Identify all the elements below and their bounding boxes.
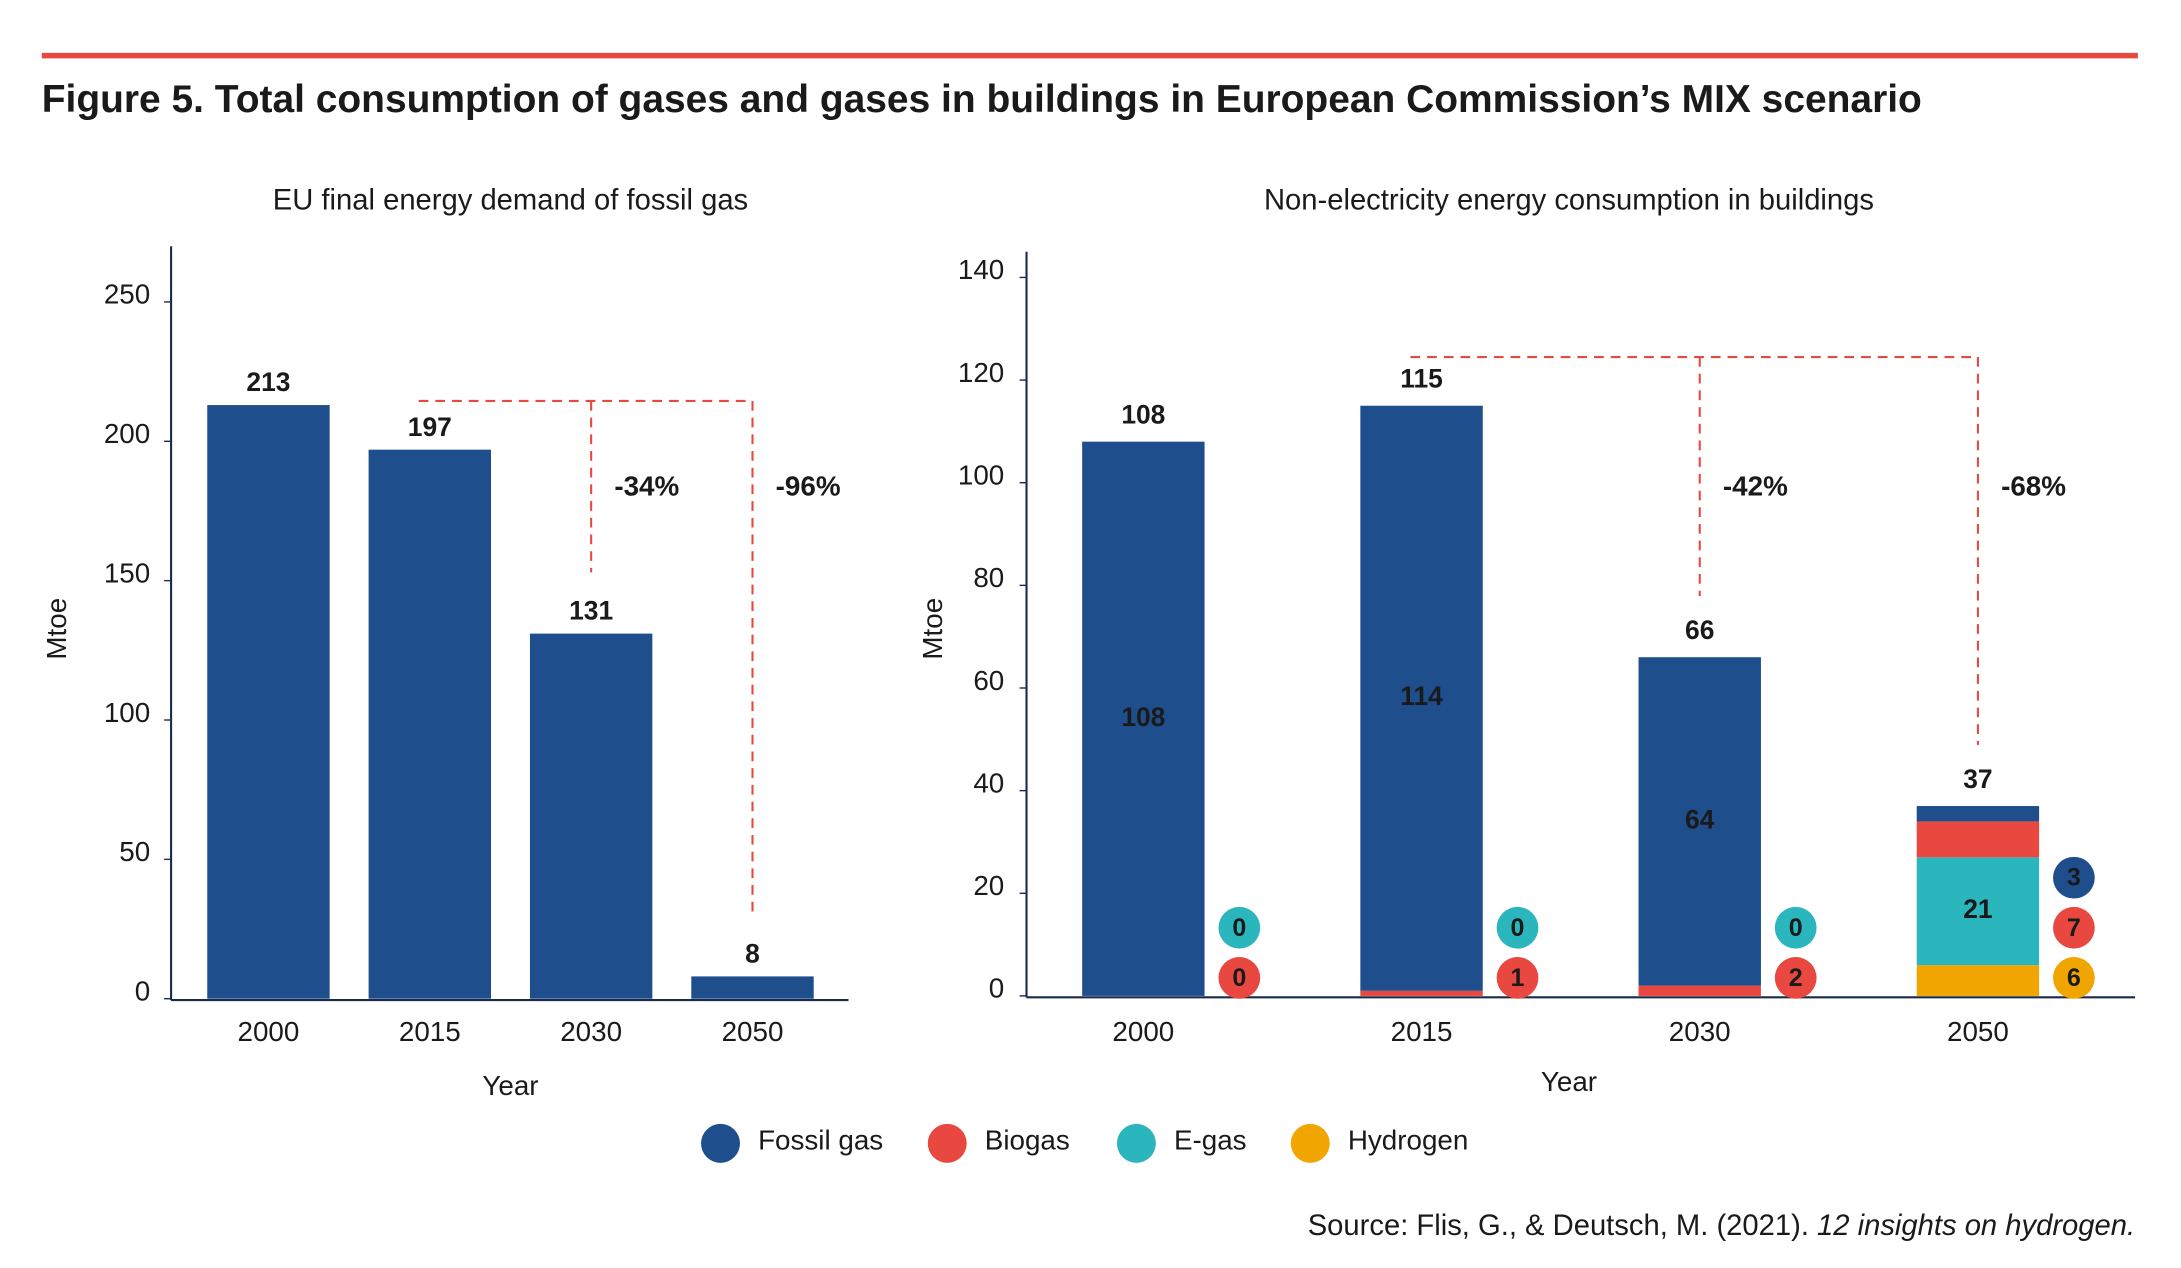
x-tick-label: 2050	[722, 1016, 784, 1047]
badge-label: 0	[1789, 914, 1803, 942]
y-tick-label: 250	[104, 279, 150, 310]
value-badge	[2053, 856, 2095, 899]
bar	[207, 405, 330, 999]
change-annotation: -68%	[2001, 471, 2066, 502]
segment-label: 108	[1121, 702, 1165, 732]
source: Source: Flis, G., & Deutsch, M. (2021). …	[1308, 1210, 2135, 1242]
value-label: 8	[745, 939, 760, 969]
x-axis-label: Year	[1541, 1066, 1597, 1097]
x-tick-label: 2015	[1391, 1016, 1453, 1047]
bar-segment	[1916, 857, 2040, 966]
segment-label: 114	[1400, 681, 1443, 711]
value-label: 197	[408, 412, 452, 442]
badge-label: 0	[1232, 914, 1246, 942]
value-badge	[1774, 956, 1817, 999]
total-label: 37	[1963, 764, 1992, 794]
y-tick-label: 120	[958, 357, 1004, 388]
legend-swatch	[701, 1123, 740, 1163]
chart-title: EU final energy demand of fossil gas	[273, 184, 748, 216]
total-label: 66	[1685, 615, 1714, 645]
badge-label: 1	[1511, 964, 1525, 992]
y-tick-label: 50	[119, 836, 150, 867]
x-tick-label: 2000	[1112, 1016, 1174, 1047]
y-tick-label: 100	[958, 459, 1004, 490]
y-tick-label: 140	[958, 254, 1004, 285]
badge-label: 3	[2067, 864, 2081, 892]
total-label: 115	[1400, 364, 1443, 394]
badge-label: 0	[1511, 914, 1525, 942]
bar-segment	[1916, 965, 2040, 996]
bar-segment	[1082, 441, 1205, 996]
bar	[368, 449, 492, 999]
bar-segment	[1916, 806, 2040, 822]
badge-label: 0	[1232, 964, 1246, 992]
source-italic: 12 insights on hydrogen.	[1817, 1210, 2135, 1242]
x-tick-label: 2015	[399, 1016, 461, 1047]
legend-swatch	[1116, 1123, 1156, 1163]
legend-label: Fossil gas	[758, 1124, 883, 1155]
value-badge	[1218, 956, 1261, 999]
x-tick-label: 2050	[1947, 1016, 2009, 1047]
badge-label: 2	[1789, 964, 1803, 992]
bar-segment	[1916, 821, 2040, 858]
legend-label: Hydrogen	[1348, 1124, 1469, 1155]
y-axis-label: Mtoe	[41, 598, 72, 660]
source-text: Source: Flis, G., & Deutsch, M. (2021).	[1308, 1210, 1817, 1242]
y-tick-label: 20	[973, 870, 1004, 901]
value-badge	[1774, 906, 1817, 949]
y-tick-label: 200	[104, 418, 150, 449]
segment-label: 21	[1963, 894, 1992, 924]
change-annotation: -34%	[614, 471, 679, 502]
x-tick-label: 2030	[1669, 1016, 1731, 1047]
legend-swatch	[1290, 1123, 1330, 1163]
y-tick-label: 60	[973, 665, 1004, 696]
x-tick-label: 2030	[560, 1016, 622, 1047]
y-tick-label: 80	[973, 562, 1004, 593]
y-axis-label: Mtoe	[917, 598, 948, 660]
legend-label: E-gas	[1174, 1124, 1247, 1155]
legend-label: Biogas	[985, 1124, 1070, 1155]
value-badge	[1496, 956, 1539, 999]
segment-label: 64	[1685, 804, 1715, 834]
x-tick-label: 2000	[238, 1016, 300, 1047]
y-tick-label: 100	[104, 697, 150, 728]
bar-segment	[1360, 990, 1483, 996]
value-badge	[2053, 956, 2095, 999]
change-annotation: -96%	[776, 471, 841, 502]
badge-label: 6	[2067, 964, 2081, 992]
value-label: 131	[569, 596, 613, 626]
value-badge	[1218, 906, 1261, 949]
y-tick-label: 40	[973, 767, 1004, 798]
total-label: 108	[1121, 400, 1165, 430]
y-tick-label: 0	[989, 973, 1004, 1004]
chart-title: Non-electricity energy consumption in bu…	[1264, 184, 1874, 216]
bar-segment	[1638, 657, 1761, 986]
figure-title: Figure 5. Total consumption of gases and…	[42, 78, 1922, 121]
change-annotation: -42%	[1723, 471, 1788, 502]
legend-swatch	[927, 1123, 967, 1163]
bar-segment	[1360, 405, 1483, 991]
badge-label: 7	[2067, 914, 2081, 942]
value-badge	[2053, 906, 2095, 949]
y-tick-label: 150	[104, 557, 150, 588]
bar-segment	[1638, 985, 1761, 996]
bar	[529, 633, 653, 999]
value-label: 213	[246, 367, 290, 397]
bar	[691, 976, 814, 999]
value-badge	[1496, 906, 1539, 949]
x-axis-label: Year	[482, 1070, 538, 1101]
y-tick-label: 0	[135, 975, 150, 1006]
